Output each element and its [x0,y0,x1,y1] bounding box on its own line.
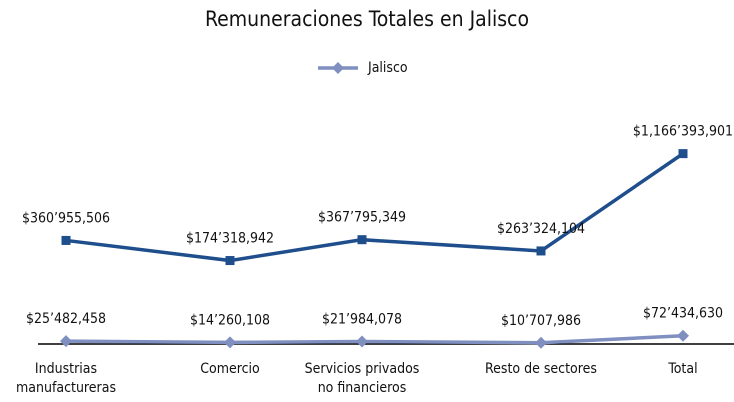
chart-title: Remuneraciones Totales en Jalisco [205,7,529,31]
marker [678,149,688,159]
x-tick-label: Total [667,361,697,377]
marker [536,246,546,256]
x-tick-label: manufactureras [16,380,116,396]
data-label: $263’324,104 [497,221,585,237]
series-line [65,333,684,345]
marker [535,336,547,349]
data-label: $72’434,630 [643,306,723,322]
data-label: $360’955,506 [22,210,110,226]
series-line [65,152,684,263]
x-tick-label: Servicios privados [305,361,420,377]
marker [332,62,344,74]
data-label: $14’260,108 [190,312,270,328]
marker [61,235,71,245]
data-label: $10’707,986 [501,313,581,329]
legend-label: Jalisco [367,60,408,76]
data-label: $1,166’393,901 [633,124,733,140]
data-label: $21’984,078 [322,311,402,327]
x-tick-label: Comercio [200,361,260,377]
marker [224,336,236,349]
x-tick-label: Industrias [35,361,97,377]
x-tick-label: Resto de sectores [485,361,597,377]
marker [357,235,367,245]
marker [356,335,368,348]
data-label: $174’318,942 [186,231,274,247]
data-label: $25’482,458 [26,311,106,327]
marker [60,335,72,348]
marker [677,329,689,342]
marker [225,256,235,266]
x-tick-label: no financieros [318,380,407,396]
data-label: $367’795,349 [318,210,406,226]
